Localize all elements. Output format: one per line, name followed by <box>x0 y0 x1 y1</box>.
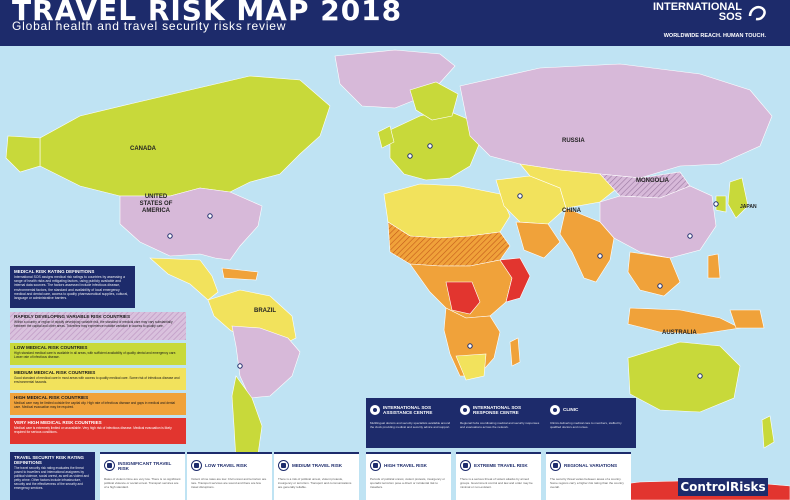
australia-region <box>627 341 741 413</box>
clinic-panel: CLINIC Clinics delivering medical care t… <box>546 398 636 448</box>
assistance-centre-panel: INTERNATIONAL SOS ASSISTANCE CENTRE Mult… <box>366 398 456 448</box>
japan-region <box>727 177 749 219</box>
card-text: Periods of political unrest, violent pro… <box>370 477 446 489</box>
shield-icon <box>104 460 115 472</box>
page-subtitle: Global health and travel security risks … <box>12 19 287 33</box>
legend-medium-medical: MEDIUM MEDICAL RISK COUNTRIES Good stand… <box>10 368 186 390</box>
central-america-region <box>149 257 219 301</box>
scandinavia-region <box>409 81 459 121</box>
service-heading: CLINIC <box>563 407 579 413</box>
shield-icon <box>370 460 381 472</box>
india-region <box>559 207 615 283</box>
security-definitions-heading: TRAVEL SECURITY RISK RATING DEFINITIONS <box>14 455 84 465</box>
assistance-centre-icon <box>370 404 380 415</box>
label-japan: JAPAN <box>740 204 757 210</box>
indonesia-region <box>627 307 741 335</box>
shield-icon <box>278 460 289 472</box>
response-centre-icon <box>460 404 470 415</box>
north-africa-region <box>383 183 511 239</box>
philippines-region <box>707 253 721 279</box>
control-risks-logo[interactable]: ControlRisks <box>678 478 768 496</box>
alaska-region <box>5 135 41 173</box>
response-centre-panel: INTERNATIONAL SOS RESPONSE CENTRE Region… <box>456 398 546 448</box>
arabia-region <box>515 221 561 259</box>
security-definitions-panel: TRAVEL SECURITY RISK RATING DEFINITIONS … <box>10 452 95 500</box>
card-heading: EXTREME TRAVEL RISK <box>474 463 528 469</box>
medical-definitions-heading: MEDICAL RISK RATING DEFINITIONS <box>14 269 95 274</box>
assistance-markers <box>167 143 719 379</box>
sahel-region <box>387 221 511 267</box>
label-russia: RUSSIA <box>562 138 585 144</box>
card-heading: REGIONAL VARIATIONS <box>564 463 618 469</box>
shield-icon <box>460 460 471 472</box>
card-medium-travel-risk: MEDIUM TRAVEL RISK There is a risk of po… <box>274 452 359 500</box>
header-banner: TRAVEL RISK MAP 2018 Global health and t… <box>0 0 790 46</box>
swirl-icon <box>748 5 766 21</box>
service-text: Multilingual doctors and security specia… <box>370 421 451 429</box>
legend-heading: RAPIDLY DEVELOPING VARIABLE RISK COUNTRI… <box>14 314 131 319</box>
card-text: Rates of violent crime are very low. The… <box>104 477 181 489</box>
label-mongolia: MONGOLIA <box>636 178 669 184</box>
card-text: There is a serious threat of violent att… <box>460 477 533 489</box>
legend-text: High standard medical care is available … <box>14 351 177 359</box>
hatched-square-icon <box>550 460 561 472</box>
legend-variable-risk: RAPIDLY DEVELOPING VARIABLE RISK COUNTRI… <box>10 312 186 340</box>
shield-icon <box>191 460 202 472</box>
legend-text: Medical care is extremely limited or una… <box>14 426 172 434</box>
card-extreme-travel-risk: EXTREME TRAVEL RISK There is a serious t… <box>456 452 541 500</box>
legend-text: Good standard of medical care in most ar… <box>14 376 180 384</box>
legend-low-medical: LOW MEDICAL RISK COUNTRIES High standard… <box>10 343 186 365</box>
label-australia: AUSTRALIA <box>662 330 697 336</box>
label-canada: CANADA <box>130 146 156 152</box>
legend-text: Within a country or region of rapidly de… <box>14 320 173 328</box>
card-text: The security threat varies between areas… <box>550 477 624 489</box>
png-region <box>729 309 765 329</box>
service-heading: INTERNATIONAL SOS RESPONSE CENTRE <box>473 404 522 415</box>
card-text: Violent crime rates are low. Civil unres… <box>191 477 267 489</box>
card-heading: LOW TRAVEL RISK <box>205 463 248 469</box>
east-africa-region <box>499 257 531 303</box>
legend-heading: LOW MEDICAL RISK COUNTRIES <box>14 345 88 350</box>
card-high-travel-risk: HIGH TRAVEL RISK Periods of political un… <box>366 452 451 500</box>
card-heading: MEDIUM TRAVEL RISK <box>292 463 343 469</box>
service-heading: INTERNATIONAL SOS ASSISTANCE CENTRE <box>383 404 433 415</box>
legend-heading: HIGH MEDICAL RISK COUNTRIES <box>14 395 89 400</box>
russia-region <box>459 63 773 179</box>
clinic-icon <box>550 404 560 415</box>
card-regional-variations: REGIONAL VARIATIONS The security threat … <box>546 452 631 500</box>
brand-name: INTERNATIONAL SOS <box>652 1 742 23</box>
card-heading: INSIGNIFICANT TRAVEL RISK <box>118 460 172 471</box>
card-heading: HIGH TRAVEL RISK <box>384 463 427 469</box>
madagascar-region <box>509 337 521 367</box>
uk-region <box>377 125 395 149</box>
legend-high-medical: HIGH MEDICAL RISK COUNTRIES Medical care… <box>10 393 186 415</box>
southeast-asia-region <box>627 251 681 297</box>
card-low-travel-risk: LOW TRAVEL RISK Violent crime rates are … <box>187 452 272 500</box>
drc-region <box>445 281 481 315</box>
brand-tagline: WORLDWIDE REACH. HUMAN TOUCH. <box>663 33 766 39</box>
legend-text: Medical care may be limited outside the … <box>14 401 175 409</box>
legend-very-high-medical: VERY HIGH MEDICAL RISK COUNTRIES Medical… <box>10 418 186 444</box>
medical-definitions-text: International SOS assigns medical risk r… <box>14 275 129 301</box>
medical-definitions-panel: MEDICAL RISK RATING DEFINITIONS Internat… <box>10 266 135 308</box>
usa-region <box>119 187 263 261</box>
brazil-region <box>231 325 301 399</box>
south-africa-region <box>455 353 487 381</box>
service-text: Regional hubs coordinating medical and s… <box>460 421 540 429</box>
legend-heading: MEDIUM MEDICAL RISK COUNTRIES <box>14 370 96 375</box>
international-sos-logo[interactable]: INTERNATIONAL SOS WORLDWIDE REACH. HUMAN… <box>652 0 772 44</box>
canada-region <box>39 75 331 197</box>
page-title: TRAVEL RISK MAP 2018 <box>12 0 403 27</box>
nz-region <box>761 415 775 449</box>
label-brazil: BRAZIL <box>254 308 276 314</box>
caribbean-region <box>221 267 259 281</box>
security-definitions-text: The travel security risk rating evaluate… <box>14 466 89 490</box>
legend-heading: VERY HIGH MEDICAL RISK COUNTRIES <box>14 420 102 425</box>
card-insignificant-travel-risk: INSIGNIFICANT TRAVEL RISK Rates of viole… <box>100 452 185 500</box>
service-text: Clinics delivering medical care to membe… <box>550 421 622 429</box>
card-text: There is a risk of political unrest, vio… <box>278 477 352 489</box>
label-china: CHINA <box>562 208 581 214</box>
label-usa: UNITED STATES OF AMERICA <box>139 194 173 214</box>
